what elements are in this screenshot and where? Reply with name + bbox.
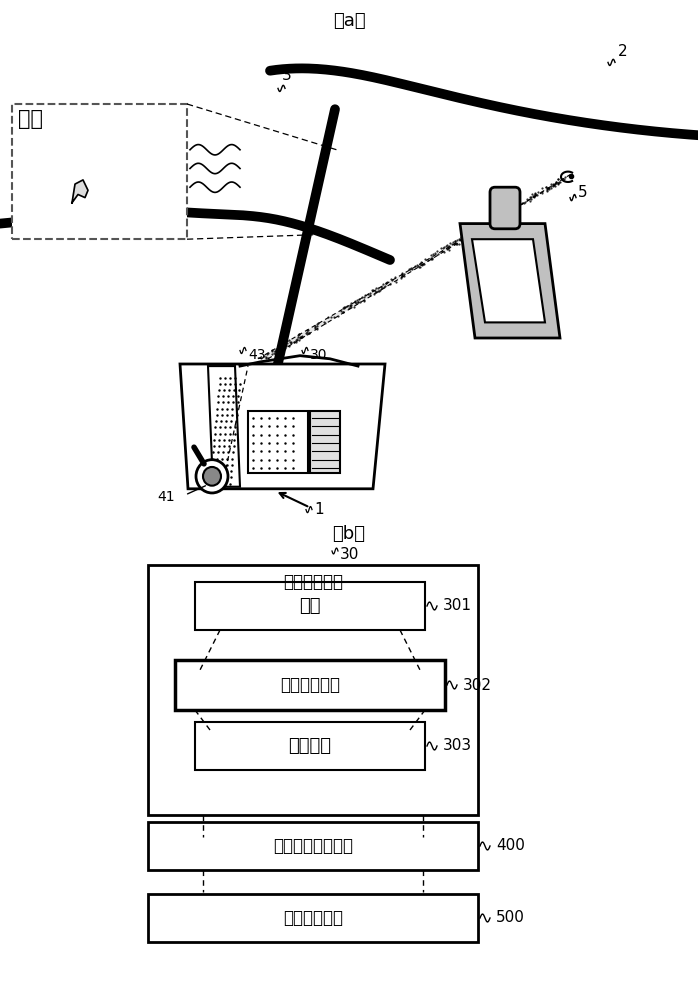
Text: 30: 30 (310, 348, 327, 362)
Text: 30: 30 (340, 547, 359, 562)
Text: （b）: （b） (332, 525, 366, 543)
Polygon shape (460, 224, 560, 338)
Text: 1: 1 (314, 502, 324, 517)
Text: 41: 41 (157, 490, 175, 504)
Bar (12, 104, 187, 239)
Text: 2: 2 (618, 44, 628, 60)
Polygon shape (72, 180, 88, 203)
Bar (310, 411, 340, 473)
Text: 302: 302 (463, 678, 492, 692)
Bar (175, 660, 445, 710)
Text: 显示距离调节机构: 显示距离调节机构 (273, 837, 353, 855)
Text: 影像显示装置: 影像显示装置 (283, 573, 343, 591)
Text: 43: 43 (248, 348, 265, 362)
Bar (195, 722, 425, 770)
Text: 虚像: 虚像 (18, 109, 43, 129)
Bar (148, 894, 478, 942)
Text: 显示元件: 显示元件 (288, 737, 332, 755)
Text: 400: 400 (496, 838, 525, 854)
Text: 5: 5 (578, 185, 588, 200)
Bar (195, 582, 425, 630)
Bar (148, 565, 478, 815)
Polygon shape (472, 239, 545, 322)
Bar (248, 411, 308, 473)
Text: 301: 301 (443, 598, 472, 613)
FancyBboxPatch shape (490, 187, 520, 229)
Text: 照明光学系统: 照明光学系统 (280, 676, 340, 694)
Text: 反射镜驱动部: 反射镜驱动部 (283, 909, 343, 927)
Text: 3: 3 (282, 68, 292, 83)
Text: 光源: 光源 (299, 597, 321, 615)
Text: （a）: （a） (333, 12, 365, 30)
Circle shape (196, 460, 228, 493)
Text: 500: 500 (496, 910, 525, 926)
Polygon shape (180, 364, 385, 489)
Bar (148, 822, 478, 870)
Polygon shape (208, 366, 240, 487)
Text: 303: 303 (443, 738, 472, 754)
Circle shape (203, 467, 221, 486)
Polygon shape (258, 175, 570, 359)
